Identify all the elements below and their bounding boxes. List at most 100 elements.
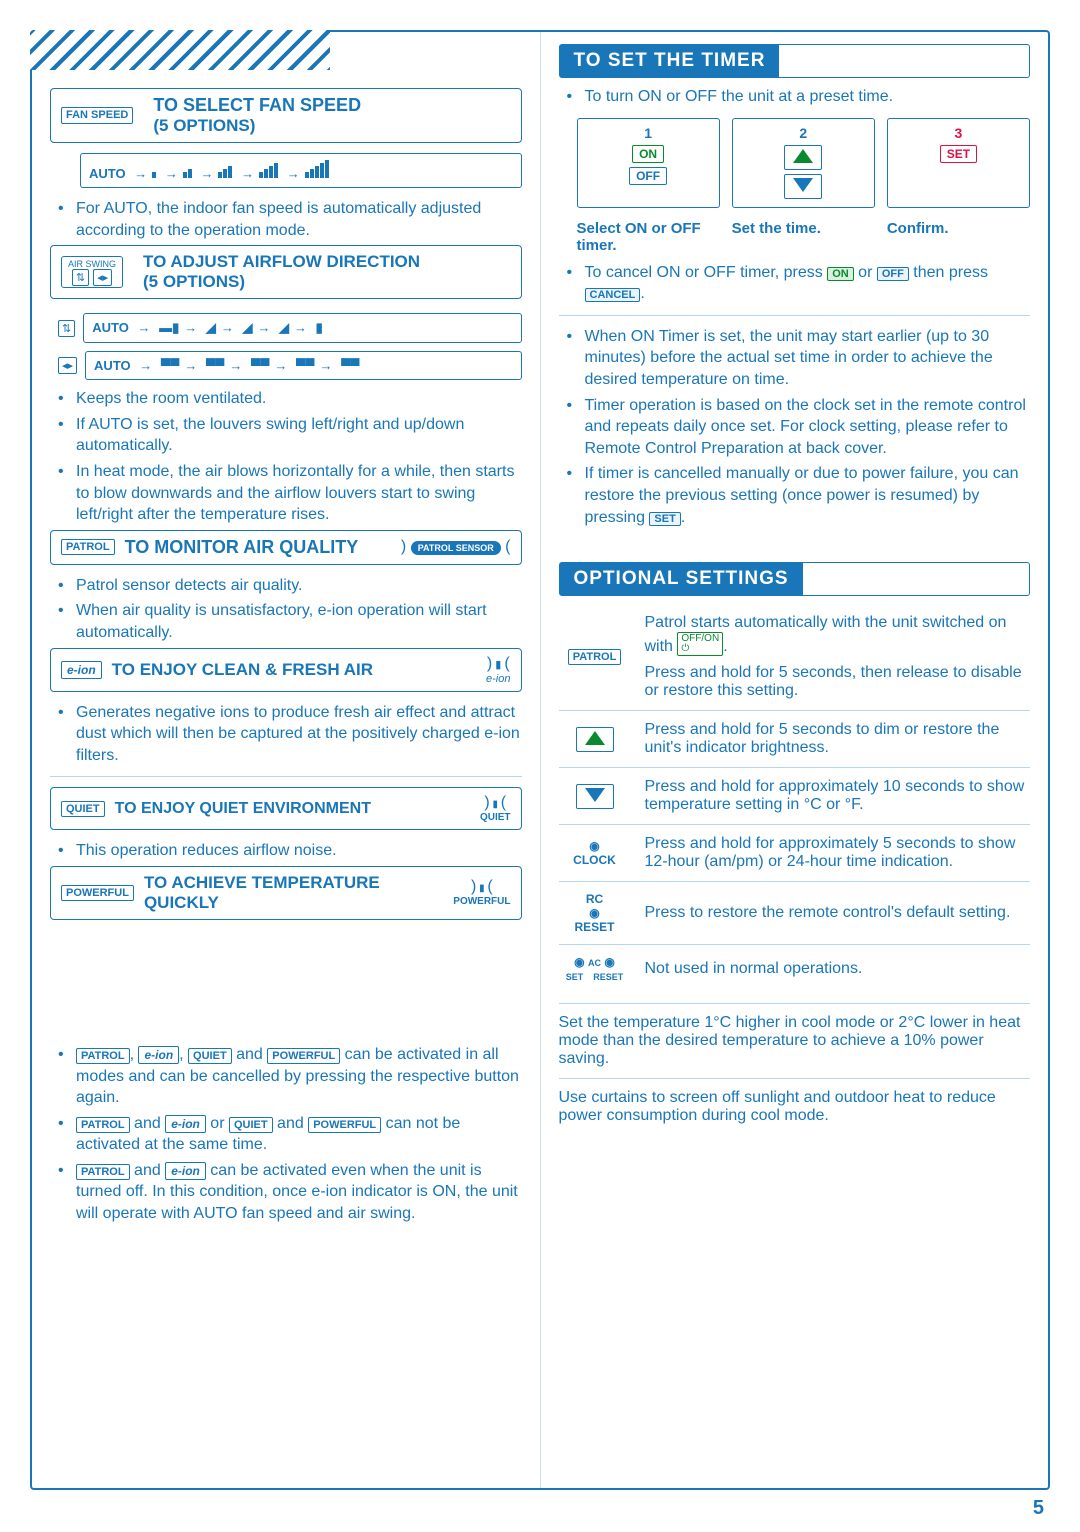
- patrol-title: TO MONITOR AIR QUALITY: [125, 537, 359, 558]
- down-button[interactable]: [784, 174, 822, 199]
- left-column: FAN SPEED TO SELECT FAN SPEED (5 OPTIONS…: [32, 32, 541, 1488]
- off-button[interactable]: OFF: [629, 167, 667, 185]
- up-button[interactable]: [576, 727, 614, 752]
- timer-intro: To turn ON or OFF the unit at a preset t…: [567, 86, 1031, 108]
- eion-pill: e-ion: [165, 1115, 206, 1133]
- step-num: 2: [737, 125, 870, 141]
- ac-reset-button[interactable]: ◉ AC ◉ SET RESET: [559, 955, 631, 983]
- opt-text: Press and hold for 5 seconds to dim or r…: [645, 721, 1031, 757]
- page-frame: FAN SPEED TO SELECT FAN SPEED (5 OPTIONS…: [30, 30, 1050, 1490]
- optional-settings-table: PATROL Patrol starts automatically with …: [559, 604, 1031, 993]
- eion-section: e-ion TO ENJOY CLEAN & FRESH AIR ) ▮ (e-…: [50, 648, 522, 692]
- t: To cancel ON or OFF timer, press: [585, 264, 828, 281]
- opt-row-patrol: PATROL Patrol starts automatically with …: [559, 604, 1031, 710]
- tip-text: Set the temperature 1°C higher in cool m…: [559, 1014, 1031, 1068]
- reset-label: RESET: [593, 972, 623, 982]
- horizontal-swing-icon: ◂▸: [93, 269, 112, 286]
- t: and: [130, 1162, 166, 1179]
- eion-note: Generates negative ions to produce fresh…: [58, 702, 522, 767]
- clock-icon: ◉: [589, 839, 599, 853]
- patrol-sensor-icon: ) PATROL SENSOR (: [401, 538, 511, 556]
- air-swing-button[interactable]: AIR SWING ⇅ ◂▸: [61, 256, 123, 288]
- opt-text: Not used in normal operations.: [645, 960, 1031, 978]
- powerful-title: TO ACHIEVE TEMPERATURE QUICKLY: [144, 873, 453, 913]
- vertical-swing-icon: ⇅: [58, 320, 75, 337]
- opt-row-clock: ◉CLOCK Press and hold for approximately …: [559, 824, 1031, 881]
- fan-speed-button[interactable]: FAN SPEED: [61, 107, 133, 123]
- patrol-note: When air quality is unsatisfactory, e-io…: [58, 600, 522, 643]
- triangle-down-icon: [793, 178, 813, 192]
- rc-reset-button[interactable]: RC◉RESET: [559, 892, 631, 934]
- ac-label: AC: [588, 958, 601, 968]
- step-caption: Select ON or OFF timer.: [577, 220, 720, 254]
- step-num: 3: [892, 125, 1025, 141]
- triangle-up-icon: [793, 149, 813, 163]
- horizontal-swing-diagram: AUTO → ▀▀→ ▀▀→ ▀▀→ ▀▀→ ▀▀: [85, 351, 521, 380]
- step-caption: Conﬁrm.: [887, 220, 1030, 254]
- timer-title-bar: TO SET THE TIMER: [559, 44, 1031, 78]
- footer-note: PATROL and e-ion or QUIET and POWERFUL c…: [58, 1113, 522, 1156]
- reset-hole-icon: ◉: [604, 955, 614, 969]
- eion-icon: ) ▮ (e-ion: [486, 655, 510, 685]
- quiet-pill: QUIET: [188, 1048, 232, 1064]
- optional-title-bar: OPTIONAL SETTINGS: [559, 562, 1031, 596]
- set-label: SET: [566, 972, 584, 982]
- fan-speed-subtitle: (5 OPTIONS): [153, 116, 361, 136]
- opt-text: Press and hold for approximately 5 secon…: [645, 835, 1031, 871]
- air-swing-btn-label: AIR SWING: [68, 259, 116, 269]
- auto-label: AUTO: [94, 358, 131, 373]
- down-button[interactable]: [576, 784, 614, 809]
- powerful-section: POWERFUL TO ACHIEVE TEMPERATURE QUICKLY …: [50, 866, 522, 920]
- patrol-button[interactable]: PATROL: [61, 539, 115, 555]
- powerful-icon: ) ▮ (POWERFUL: [453, 878, 510, 907]
- opt-text: Patrol starts automatically with the uni…: [645, 614, 1031, 656]
- air-swing-note: If AUTO is set, the louvers swing left/r…: [58, 414, 522, 457]
- eion-pill: e-ion: [165, 1162, 206, 1180]
- set-pill: SET: [649, 512, 680, 526]
- t: and: [130, 1115, 166, 1132]
- fan-speed-section: FAN SPEED TO SELECT FAN SPEED (5 OPTIONS…: [50, 88, 522, 143]
- timer-note: When ON Timer is set, the unit may start…: [567, 326, 1031, 391]
- off-on-button[interactable]: OFF/ON⏻: [677, 632, 723, 656]
- timer-cancel-note: To cancel ON or OFF timer, press ON or O…: [567, 262, 1031, 305]
- powerful-pill: POWERFUL: [308, 1117, 381, 1133]
- patrol-pill: PATROL: [76, 1164, 130, 1180]
- opt-text: Press and hold for 5 seconds, then relea…: [645, 664, 1031, 700]
- vertical-swing-diagram: AUTO → ▬▮→ ◢→ ◢→ ◢→ ▮: [83, 313, 521, 343]
- timer-title: TO SET THE TIMER: [560, 45, 780, 77]
- t: OFF/ON: [681, 633, 719, 644]
- quiet-section: QUIET TO ENJOY QUIET ENVIRONMENT ) ▮ (QU…: [50, 787, 522, 830]
- powerful-pill: POWERFUL: [267, 1048, 340, 1064]
- set-button[interactable]: SET: [940, 145, 977, 163]
- powerful-button[interactable]: POWERFUL: [61, 885, 134, 901]
- eion-pill: e-ion: [138, 1046, 179, 1064]
- eion-button[interactable]: e-ion: [61, 661, 102, 679]
- auto-label: AUTO: [92, 320, 129, 335]
- quiet-button[interactable]: QUIET: [61, 801, 105, 817]
- tip-text: Use curtains to screen off sunlight and …: [559, 1089, 1031, 1125]
- on-button[interactable]: ON: [632, 145, 664, 163]
- clock-button[interactable]: ◉CLOCK: [559, 839, 631, 867]
- eion-icon-label: e-ion: [486, 673, 510, 685]
- triangle-up-icon: [585, 731, 605, 745]
- patrol-button[interactable]: PATROL: [568, 649, 622, 665]
- patrol-pill: PATROL: [76, 1048, 130, 1064]
- up-button[interactable]: [784, 145, 822, 170]
- footer-note: PATROL, e-ion, QUIET and POWERFUL can be…: [58, 1044, 522, 1109]
- horizontal-swing-icon: ◂▸: [58, 357, 77, 374]
- opt-text: Press to restore the remote control's de…: [645, 904, 1031, 922]
- rc-label: RC: [586, 892, 603, 906]
- quiet-icon: ) ▮ (QUIET: [480, 794, 511, 823]
- timer-step-1: 1 ON OFF: [577, 118, 720, 208]
- t: or: [206, 1115, 229, 1132]
- reset-hole-icon: ◉: [589, 906, 599, 920]
- t: .: [723, 638, 727, 655]
- timer-steps: 1 ON OFF 2 3 SET: [577, 118, 1031, 208]
- t: .: [640, 285, 644, 302]
- auto-label: AUTO: [89, 166, 126, 181]
- page-number: 5: [1033, 1497, 1044, 1520]
- air-swing-note: Keeps the room ventilated.: [58, 388, 522, 410]
- t: or: [854, 264, 877, 281]
- reset-hole-icon: ◉: [574, 955, 584, 969]
- step-caption: Set the time.: [732, 220, 875, 254]
